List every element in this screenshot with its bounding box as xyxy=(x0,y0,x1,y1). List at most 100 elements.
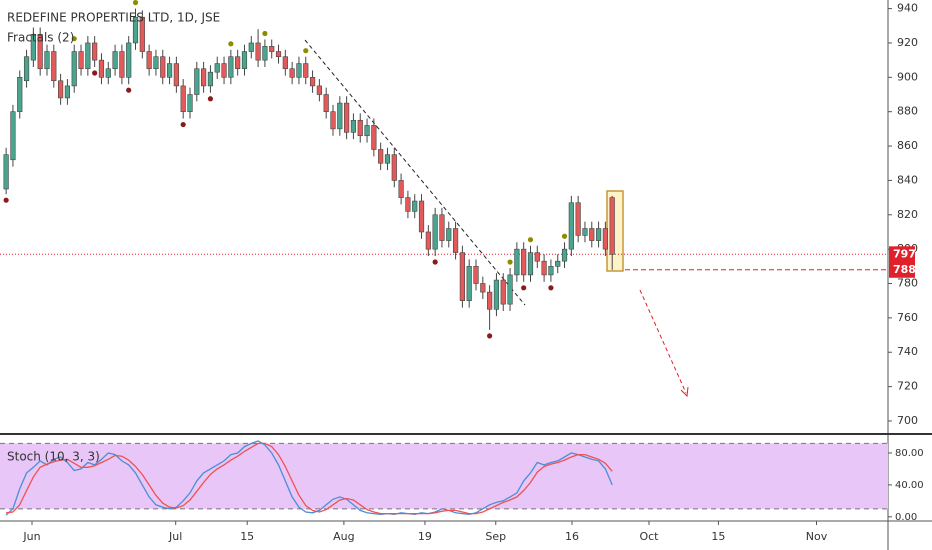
fractal-up xyxy=(71,36,77,42)
candle-body xyxy=(337,102,343,130)
x-tick-label: 15 xyxy=(711,530,725,543)
candle-body xyxy=(384,154,391,164)
candle-body xyxy=(582,228,588,236)
projection-arrow xyxy=(639,289,687,394)
indicator-label: Fractals (2) xyxy=(7,31,74,45)
candle-body xyxy=(418,200,425,233)
candle-body xyxy=(487,291,493,310)
stoch-tick-label: 0.00 xyxy=(895,512,917,523)
candle-body xyxy=(514,248,520,276)
candle-body xyxy=(405,197,411,212)
candle-body xyxy=(555,260,561,267)
candle-body xyxy=(500,279,506,305)
candle-body xyxy=(398,180,404,198)
fractal-down xyxy=(548,285,554,291)
stoch-pane xyxy=(0,440,888,516)
candle-body xyxy=(160,56,166,78)
candle-body xyxy=(105,68,111,78)
candle-body xyxy=(303,63,309,78)
stoch-line xyxy=(6,442,613,515)
y-tick-label: 880 xyxy=(897,105,918,118)
x-tick-label: 15 xyxy=(240,530,254,543)
candle-body xyxy=(602,228,608,250)
candle-body xyxy=(357,119,363,137)
candle-body xyxy=(139,16,145,52)
candle-body xyxy=(85,42,91,70)
candle-body xyxy=(521,248,527,276)
candle-body xyxy=(282,56,288,70)
fractal-down xyxy=(92,70,98,76)
candle-body xyxy=(473,266,479,284)
y-tick-label: 840 xyxy=(897,173,918,186)
price-pane xyxy=(0,0,888,339)
candle-body xyxy=(609,197,615,255)
x-tick-label: Jul xyxy=(168,530,182,543)
x-tick-label: 16 xyxy=(565,530,579,543)
candle-body xyxy=(527,252,534,276)
x-tick-label: Jun xyxy=(22,530,40,543)
y-tick-label: 920 xyxy=(897,36,918,49)
candle-body xyxy=(194,68,200,95)
candle-body xyxy=(180,85,186,112)
candle-body xyxy=(241,51,248,70)
candle-body xyxy=(10,111,16,161)
candle-body xyxy=(207,71,214,87)
trend-line xyxy=(304,39,526,306)
candle-body xyxy=(146,51,152,70)
candle-body xyxy=(391,154,397,181)
candle-body xyxy=(44,51,50,70)
fractal-down xyxy=(432,259,438,265)
candle-body xyxy=(446,228,452,241)
x-tick-label: Oct xyxy=(639,530,659,543)
candle-body xyxy=(466,266,472,301)
fractal-up xyxy=(507,259,513,265)
candle-body xyxy=(364,125,370,137)
candle-body xyxy=(344,102,350,133)
candle-body xyxy=(98,59,105,78)
y-tick-label: 780 xyxy=(897,277,918,290)
candle-body xyxy=(378,149,384,164)
price-label: 788 xyxy=(893,263,916,276)
price-label: 797 xyxy=(893,247,916,260)
candle-body xyxy=(214,63,220,73)
candle-body xyxy=(507,274,513,305)
candle-body xyxy=(309,77,316,87)
candle-body xyxy=(78,51,84,70)
candle-body xyxy=(493,279,500,310)
candle-body xyxy=(561,248,568,262)
candle-body xyxy=(153,56,159,70)
candle-body xyxy=(350,119,357,133)
candle-body xyxy=(289,68,295,78)
candle-body xyxy=(548,266,554,276)
fractal-up xyxy=(228,41,234,47)
candle-body xyxy=(166,63,173,78)
chart-title: REDEFINE PROPERTIES LTD, 1D, JSE xyxy=(7,11,220,25)
candle-body xyxy=(112,51,118,70)
fractal-up xyxy=(527,237,534,243)
stoch-line xyxy=(5,440,613,516)
x-tick-label: 19 xyxy=(418,530,432,543)
candle-body xyxy=(126,42,132,78)
candle-body xyxy=(187,94,193,112)
candle-body xyxy=(595,228,602,241)
candle-body xyxy=(534,252,540,262)
candle-body xyxy=(255,42,261,61)
candle-body xyxy=(323,94,329,112)
fractal-down xyxy=(487,333,493,339)
fractal-up xyxy=(262,30,268,37)
fractal-up xyxy=(303,48,309,54)
candle-body xyxy=(228,56,234,78)
candle-body xyxy=(201,68,207,87)
candle-body xyxy=(425,231,431,250)
candle-body xyxy=(316,85,322,95)
y-tick-label: 740 xyxy=(897,345,918,358)
candle-body xyxy=(568,202,574,250)
fractal-down xyxy=(126,87,132,93)
y-tick-label: 700 xyxy=(897,414,918,427)
y-tick-label: 820 xyxy=(897,208,918,221)
candle-body xyxy=(3,154,9,190)
fractal-down xyxy=(180,121,186,128)
candle-body xyxy=(262,46,268,61)
candle-body xyxy=(248,42,254,52)
candle-body xyxy=(92,42,98,61)
